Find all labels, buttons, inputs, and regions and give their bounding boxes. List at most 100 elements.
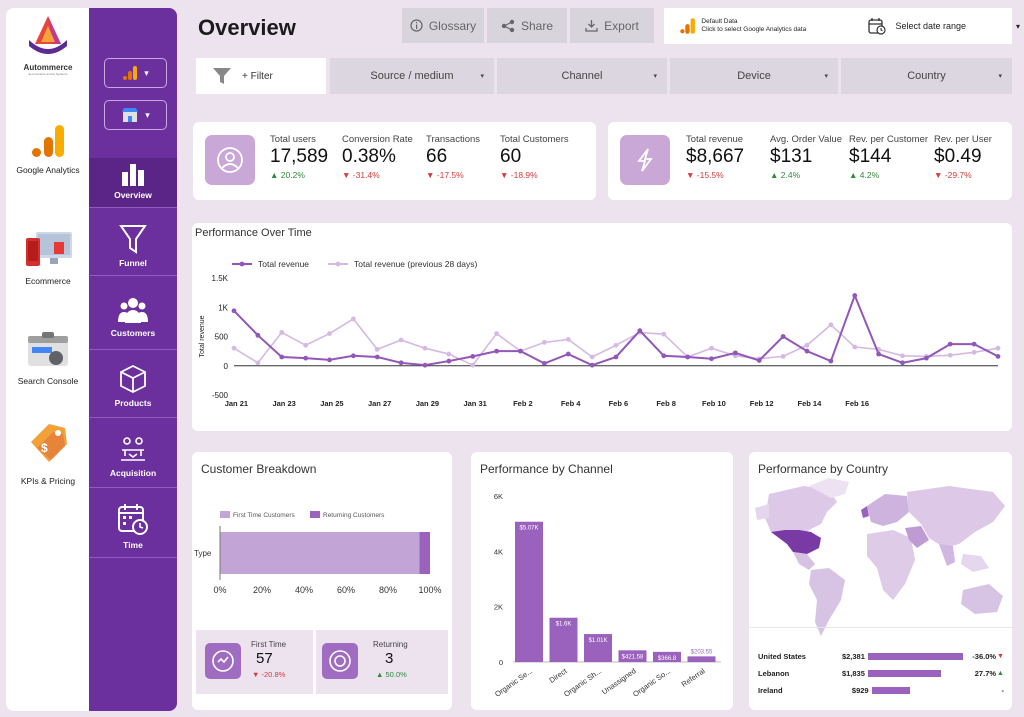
data-source-switch-button[interactable]: ▾ [104,58,167,88]
y-tick-label: 0 [224,362,229,371]
download-icon [585,20,598,32]
bar-value-label: $1.6K [556,622,572,628]
map-region-india[interactable] [939,544,955,566]
map-region-south-america[interactable] [809,568,845,636]
user-icon [205,135,255,185]
date-range-picker[interactable]: Select date range ▾ [867,17,1020,35]
bar-value-label: $1.01K [588,638,607,644]
kpi-total-revenue: Total revenue $8,667 ▼ -15.5% [686,134,744,180]
chart-title: Performance by Country [758,462,889,476]
data-point [589,354,595,360]
chevron-down-icon: ▾ [144,67,149,78]
map-region-alaska[interactable] [755,504,769,520]
add-filter-label: + Filter [242,70,273,82]
glossary-button[interactable]: Glossary [402,8,484,43]
bar-segment [220,532,420,574]
kpi-label: Avg. Order Value [770,134,842,145]
data-point [852,293,858,298]
rail-item-kpis-pricing[interactable]: $ KPIs & Pricing [6,422,90,486]
rail-item-google-analytics[interactable]: Google Analytics [6,123,90,175]
nav-item-customers[interactable]: Customers [89,286,177,350]
rail-item-search-console[interactable]: Search Console [6,330,90,386]
x-tick-label: Jan 21 [225,399,248,408]
map-region-europe[interactable] [867,494,909,526]
nav-item-products[interactable]: Products [89,358,177,418]
divider [749,627,1012,628]
nav-item-time[interactable]: Time [89,498,177,558]
data-point [255,360,261,366]
x-tick-label: 20% [253,585,271,595]
add-filter-button[interactable]: + Filter [196,58,326,94]
table-row[interactable]: United States $2,381 -36.0% ▼ [758,648,1004,665]
country-filter[interactable]: Country ▾ [841,58,1012,94]
x-tick-label: Feb 4 [561,399,581,408]
channel-bar-chart[interactable]: 6K 4K 2K 0 $5.07K Organic Se... $1.6K Direct $1.… [471,452,733,710]
category-label: Referral [680,666,707,689]
price-tag-icon: $ [31,424,67,462]
y-axis-label: Total revenue [199,315,206,357]
data-point [350,353,356,359]
data-point [852,344,858,350]
export-button[interactable]: Export [570,8,654,43]
device-filter[interactable]: Device ▾ [670,58,838,94]
customer-breakdown-chart[interactable]: First Time Customers Returning Customers T… [192,452,452,632]
country-name: Lebanon [758,669,790,678]
first-time-value: 57 [256,650,273,667]
kpi-change: ▼ -17.5% [426,170,464,180]
kpi-card-revenue: Total revenue $8,667 ▼ -15.5% Avg. Order… [608,122,1012,200]
map-region-southeast-asia[interactable] [961,554,989,572]
app-rail: Autommerce E-commerce and AI Systems Goo… [6,8,90,711]
data-point [947,352,953,358]
data-point [756,358,762,363]
world-map[interactable] [749,472,1012,647]
country-name: United States [758,652,806,661]
country-name: Ireland [758,686,783,695]
brand-logo[interactable]: Autommerce E-commerce and AI Systems [6,14,90,76]
source-medium-filter[interactable]: Source / medium ▾ [330,58,494,94]
country-value: $2,381 [841,652,865,661]
map-region-africa[interactable] [867,530,915,600]
data-point [446,358,452,364]
map-region-ireland[interactable] [861,506,869,518]
kpi-value: 66 [426,146,448,167]
customer-icon [205,643,241,679]
nav-item-label: Time [123,540,143,550]
map-region-asia[interactable] [907,486,1005,548]
nav-item-funnel[interactable]: Funnel [89,216,177,276]
channel-filter[interactable]: Channel ▾ [497,58,667,94]
map-region-mexico[interactable] [793,552,815,570]
store-switch-button[interactable]: ▾ [104,100,167,130]
rail-item-ecommerce[interactable]: Ecommerce [6,226,90,286]
country-value: $929 [851,686,869,695]
kpi-change: ▼ -29.7% [934,170,972,180]
up-arrow-icon: ▲ [997,670,1004,677]
nav-item-overview[interactable]: Overview [89,158,177,208]
share-label: Share [520,18,554,33]
performance-line-chart[interactable]: 1.5K 1K 500 0 -500 Total revenue Jan 21 Jan 23 J… [192,223,1012,431]
map-region-greenland[interactable] [809,478,849,498]
data-point [661,331,667,337]
map-region-australia[interactable] [961,584,1003,614]
svg-text:$: $ [41,441,48,455]
data-point [422,362,428,368]
data-source-selector[interactable]: Default Data Click to select Google Anal… [701,18,855,34]
data-source-hint: Click to select Google Analytics data [701,26,807,33]
x-tick-label: 0% [213,585,226,595]
map-region-united-states[interactable] [771,530,821,554]
table-row[interactable]: Ireland $929 - [758,682,1004,699]
bar-value-label: $366.8 [658,656,677,662]
x-tick-label: Feb 14 [798,399,823,408]
nav-item-acquisition[interactable]: Acquisition [89,428,177,488]
returning-icon [322,643,358,679]
table-row[interactable]: Lebanon $1,835 27.7% ▲ [758,665,1004,682]
map-region-middle-east[interactable] [905,526,929,548]
kpi-value: $144 [849,146,892,167]
x-tick-label: 60% [337,585,355,595]
x-tick-label: Feb 12 [750,399,774,408]
share-button[interactable]: Share [487,8,567,43]
data-point [470,353,476,359]
kpi-value: 60 [500,146,522,167]
legend-marker [239,261,245,267]
x-tick-label: 100% [418,585,441,595]
kpi-avg-order-value: Avg. Order Value $131 ▲ 2.4% [770,134,842,180]
